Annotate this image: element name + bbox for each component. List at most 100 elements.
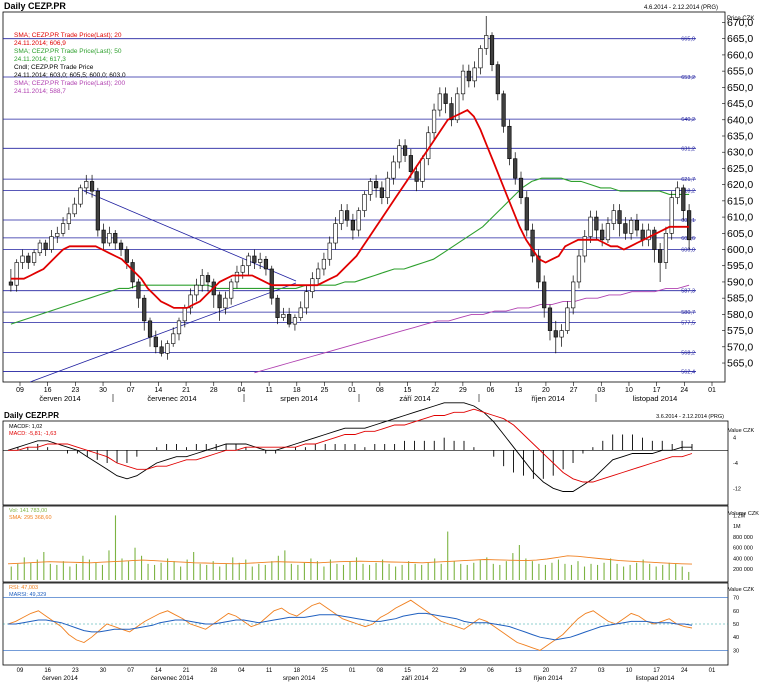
- candle-body: [275, 297, 280, 318]
- candle-body: [629, 220, 634, 234]
- bottom-x-tick-label: 09: [17, 668, 24, 674]
- candle-body: [345, 210, 350, 221]
- x-tick-label: 03: [597, 387, 605, 394]
- y-tick-label: 570,0: [727, 341, 753, 353]
- y-tick-label: 635,0: [727, 131, 753, 143]
- sma200-line: [254, 284, 690, 374]
- price-legend: SMA; CEZP.PR Trade Price(Last); 2024.11.…: [14, 32, 126, 95]
- macd-line: [7, 402, 692, 492]
- legend-label: Cndl; CEZP.PR Trade Price: [14, 64, 94, 71]
- macd-legend: MACD: -5,81; -1,63: [9, 431, 56, 437]
- macd-y-tick-label: -4: [733, 461, 738, 467]
- bottom-x-tick-label: 04: [238, 668, 245, 674]
- candle-body: [385, 177, 390, 198]
- candle-body: [669, 197, 674, 234]
- candle-body: [252, 255, 257, 263]
- candle-body: [484, 35, 489, 49]
- x-tick-label: 28: [210, 387, 218, 394]
- y-tick-label: 595,0: [727, 260, 753, 272]
- candle-body: [687, 210, 692, 241]
- bottom-x-tick-label: 14: [155, 668, 162, 674]
- candle-body: [107, 232, 112, 244]
- bottom-month-label: červenec 2014: [151, 675, 194, 682]
- candle-body: [634, 220, 640, 231]
- y-tick-label: 625,0: [727, 163, 753, 175]
- bottom-month-label: říjen 2014: [534, 675, 563, 682]
- bottom-x-tick-label: 08: [376, 668, 383, 674]
- candle-body: [495, 64, 500, 95]
- candle-body: [559, 330, 564, 338]
- bottom-x-tick-label: 03: [598, 668, 605, 674]
- candle-body: [542, 281, 547, 309]
- x-tick-label: 24: [680, 387, 688, 394]
- x-tick-label: 18: [293, 387, 301, 394]
- candle-body: [316, 268, 321, 280]
- candle-body: [594, 216, 599, 231]
- chart-date-range: 4.6.2014 - 2.12.2014 (PRG): [644, 5, 718, 11]
- rsi-y-tick-label: 30: [733, 648, 739, 654]
- y-tick-label: 620,0: [727, 179, 753, 191]
- level-label: 580,7: [681, 310, 695, 316]
- price-x-ticks: [19, 382, 713, 402]
- candle-body: [414, 171, 419, 182]
- candle-body: [402, 145, 408, 156]
- candle-body: [223, 297, 228, 309]
- candle-body: [420, 158, 425, 182]
- legend-value: 24.11.2014; 603,0; 605,5; 600,0; 603,0: [14, 72, 126, 79]
- candle-body: [663, 232, 669, 263]
- bottom-x-tick-label: 25: [321, 668, 328, 674]
- bottom-x-tick-label: 29: [460, 668, 467, 674]
- y-tick-label: 650,0: [727, 82, 753, 94]
- y-tick-label: 590,0: [727, 276, 753, 288]
- x-tick-label: 29: [459, 387, 467, 394]
- candle-body: [460, 70, 466, 95]
- chart-title: Daily CEZP.PR: [4, 1, 66, 11]
- candle-body: [646, 229, 651, 241]
- macd-y-tick-label: 4: [733, 436, 736, 442]
- rsi-y-tick-label: 70: [733, 596, 739, 602]
- candle-body: [373, 181, 379, 189]
- bottom-x-tick-label: 20: [543, 668, 550, 674]
- bottom-x-tick-label: 24: [681, 668, 688, 674]
- y-tick-label: 655,0: [727, 66, 753, 78]
- x-tick-label: 21: [182, 387, 190, 394]
- marsi-line: [8, 612, 693, 641]
- bottom-x-tick-label: 22: [432, 668, 439, 674]
- bottom-x-tick-label: 01: [709, 668, 716, 674]
- candle-body: [391, 161, 396, 179]
- candle-body: [449, 103, 454, 121]
- candle-body: [547, 307, 553, 331]
- candle-body: [43, 242, 48, 250]
- price-axis-title: Price CZK: [727, 16, 754, 22]
- candle-body: [304, 291, 309, 309]
- y-tick-label: 610,0: [727, 212, 753, 224]
- candle-body: [553, 330, 558, 338]
- candle-body: [171, 333, 176, 344]
- y-tick-label: 630,0: [727, 147, 753, 159]
- candle-body: [217, 294, 222, 309]
- rsi-legend: RSI: 47,003: [9, 585, 38, 591]
- candle-body: [530, 229, 535, 257]
- candle-body: [205, 275, 211, 283]
- level-label: 600,0: [681, 248, 695, 254]
- trendline-down: [83, 190, 297, 282]
- x-tick-label: 01: [708, 387, 716, 394]
- bottom-x-tick-label: 21: [183, 668, 190, 674]
- candle-body: [20, 255, 25, 263]
- legend-value: 24.11.2014; 606,9: [14, 40, 66, 47]
- legend-label: SMA; CEZP.PR Trade Price(Last); 20: [14, 32, 122, 39]
- x-tick-label: 07: [127, 387, 135, 394]
- candle-body: [101, 229, 106, 244]
- candle-body: [84, 181, 89, 189]
- candle-body: [368, 181, 373, 195]
- x-tick-label: 13: [514, 387, 522, 394]
- candle-body: [298, 307, 303, 318]
- x-tick-label: 17: [653, 387, 661, 394]
- y-tick-label: 575,0: [727, 325, 753, 337]
- candle-body: [188, 294, 193, 309]
- candle-body: [600, 229, 605, 241]
- candle-body: [78, 187, 83, 205]
- candle-body: [524, 197, 529, 231]
- rsi-y-tick-label: 50: [733, 622, 739, 628]
